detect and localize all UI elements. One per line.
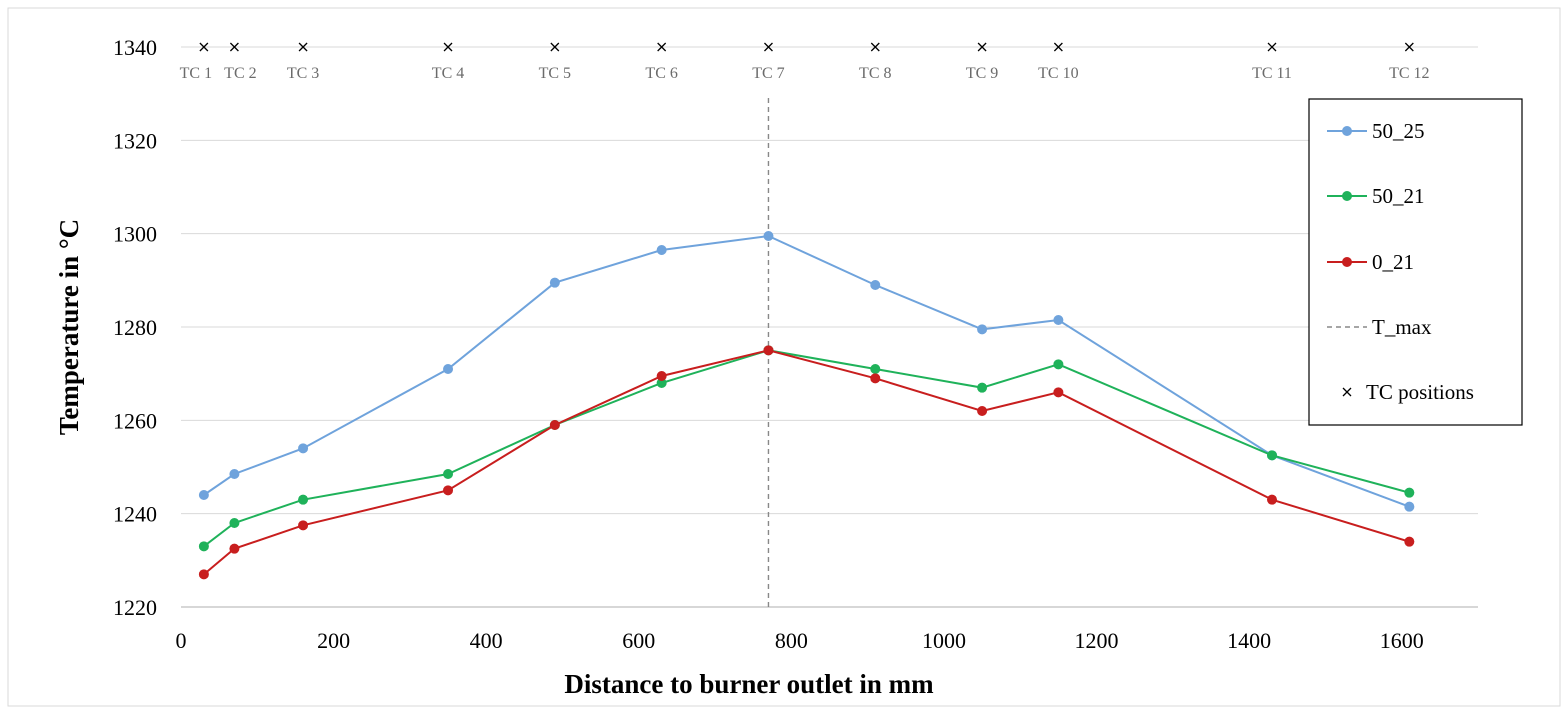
tc-position-label: TC 5 [539,65,571,82]
data-point-50_25 [198,490,209,500]
data-point-50_25 [549,277,560,288]
data-point-50_25 [443,364,454,374]
tc-position-marker [1404,42,1414,52]
tc-position-label: TC 10 [1038,65,1078,82]
tc-position-label: TC 7 [752,65,784,82]
data-point-50_21 [298,494,309,505]
y-tick-label: 1320 [113,128,157,153]
data-point-50_21 [443,469,454,479]
x-tick-label: 1000 [922,628,966,653]
legend-marker-50_21 [1342,191,1352,201]
x-tick-label: 1600 [1380,628,1424,653]
legend-marker-0_21 [1342,257,1352,267]
tc-position-marker [764,42,773,52]
x-tick-label: 200 [317,628,350,653]
y-axis-title: Temperature in °C [54,219,84,435]
legend-label: T_max [1372,315,1432,339]
tc-position-label: TC 2 [224,65,256,82]
legend: 50_25 50_21 0_21 T_max TC positions [1308,98,1523,426]
data-point-50_25 [656,245,667,255]
x-tick-label: 400 [470,628,503,653]
y-tick-label: 1240 [113,502,157,527]
tc-position-marker [657,42,667,52]
x-tick-label: 600 [622,628,655,653]
series-line-50_25 [203,234,1410,508]
y-tick-label: 1340 [113,35,157,60]
data-point-0_21 [763,345,774,356]
legend-label: 50_21 [1372,184,1425,208]
legend-label: 0_21 [1372,250,1414,274]
y-tick-label: 1300 [113,222,157,247]
data-point-0_21 [1404,536,1415,547]
legend-swatch-tc-positions [1342,387,1352,397]
data-point-50_21 [1053,359,1064,370]
gridlines [181,46,1478,515]
y-tick-label: 1280 [113,315,157,340]
tc-position-marker [1267,42,1277,52]
y-tick-label: 1220 [113,595,157,620]
tc-position-label: TC 3 [287,65,319,82]
series-line-50_21 [203,349,1410,548]
x-tick-label: 1200 [1075,628,1119,653]
data-point-50_21 [1404,487,1415,498]
data-point-50_25 [1053,315,1064,325]
tc-position-marker [298,42,308,52]
tc-position-label: TC 9 [966,65,998,82]
data-point-0_21 [298,520,309,531]
x-tick-label: 800 [775,628,808,653]
data-point-50_25 [977,324,988,335]
tc-position-label: TC 8 [859,65,891,82]
data-point-50_25 [1404,501,1415,512]
x-tick-label: 0 [176,628,187,653]
data-point-50_25 [870,280,881,290]
tc-position-label: TC 1 [180,65,212,82]
legend-marker-50_25 [1342,126,1352,136]
x-axis-title: Distance to burner outlet in mm [564,669,934,699]
series-line-0_21 [203,349,1410,576]
tc-position-marker [229,42,239,52]
data-point-0_21 [198,569,209,580]
y-tick-label: 1260 [113,408,157,433]
tc-position-marker [977,42,987,52]
data-point-0_21 [977,406,988,416]
tc-position-marker [550,42,560,52]
data-point-50_21 [198,541,209,552]
tc-position-marker [870,42,880,52]
data-point-0_21 [443,485,454,496]
tc-position-label: TC 6 [645,65,677,82]
data-point-50_21 [977,382,988,393]
tc-position-label: TC 11 [1252,65,1292,82]
data-point-50_21 [656,378,667,388]
legend-label: 50_25 [1372,119,1425,143]
axes: 1220 1240 1260 1280 1300 1320 1340 0 200 400 600 80… [113,35,1478,653]
series-layer [198,231,1415,580]
data-point-50_25 [763,231,774,241]
tc-positions-layer: TC 1 TC 2 TC 3 TC 4 TC 5 TC 6 TC 7 TC 8 TC 9 TC 1… [180,42,1430,82]
data-point-0_21 [549,420,560,430]
data-point-0_21 [656,371,667,381]
tc-position-marker [199,42,209,52]
data-point-0_21 [870,373,881,384]
tc-position-marker [1053,42,1063,52]
data-point-50_25 [298,443,309,454]
data-point-50_21 [229,518,240,528]
x-tick-label: 1400 [1227,628,1271,653]
data-point-0_21 [229,543,240,554]
data-point-50_21 [870,364,881,374]
legend-label: TC positions [1366,380,1474,404]
tc-position-label: TC 12 [1389,65,1429,82]
data-point-0_21 [1267,494,1278,505]
tc-position-label: TC 4 [432,65,464,82]
tc-position-marker [443,42,453,52]
chart-frame [7,7,1561,707]
data-point-50_21 [1267,450,1278,461]
data-point-50_25 [229,469,240,479]
data-point-0_21 [1053,387,1064,398]
